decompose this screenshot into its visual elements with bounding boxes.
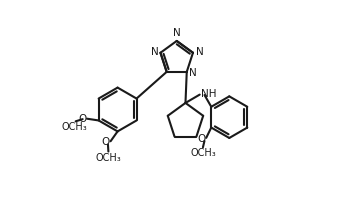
Text: NH: NH — [201, 89, 216, 99]
Text: O: O — [78, 114, 86, 124]
Text: N: N — [173, 28, 181, 38]
Text: N: N — [189, 68, 197, 78]
Text: O: O — [198, 134, 206, 143]
Text: O: O — [102, 137, 110, 147]
Text: OCH₃: OCH₃ — [95, 153, 121, 163]
Text: N: N — [150, 47, 158, 57]
Text: OCH₃: OCH₃ — [62, 122, 87, 132]
Text: N: N — [195, 47, 203, 57]
Text: OCH₃: OCH₃ — [190, 148, 216, 158]
